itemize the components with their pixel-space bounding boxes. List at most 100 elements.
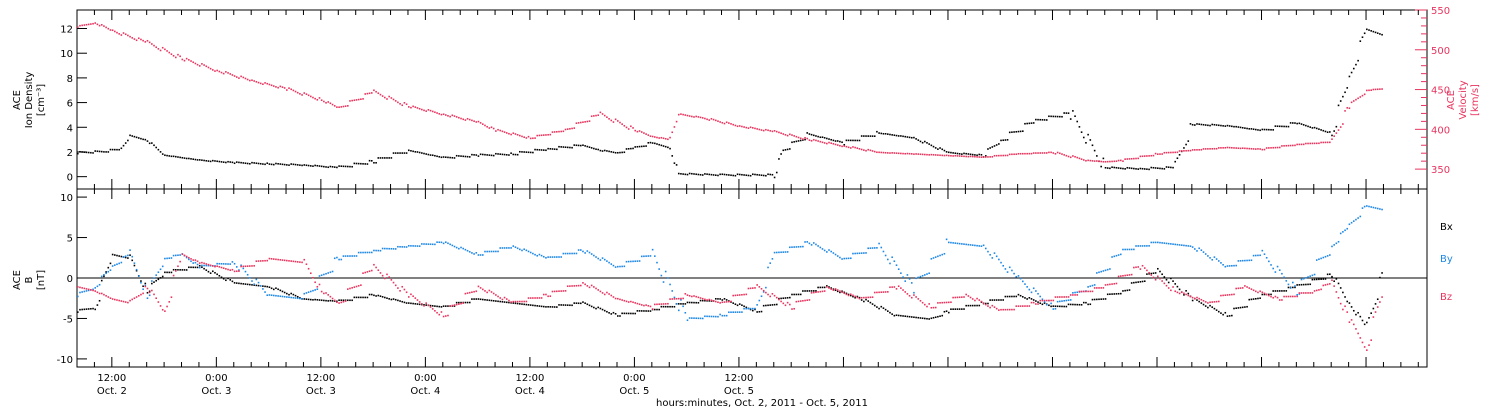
data-point [124,255,127,258]
data-point [956,242,959,245]
data-point [203,267,205,270]
data-point [455,246,458,249]
data-point [436,112,438,114]
data-point [579,302,582,305]
data-point [181,156,184,159]
data-point [1119,275,1122,277]
data-point [96,291,99,294]
data-point [503,131,506,133]
data-point [1254,148,1257,150]
data-point [577,122,580,124]
data-point [246,283,249,286]
data-point [1248,287,1251,289]
data-point [1035,303,1037,305]
data-point [1076,120,1079,123]
data-point [1139,280,1142,283]
data-point [976,154,978,157]
data-point [294,297,297,299]
data-point [114,148,116,151]
data-point [353,296,356,299]
data-point [836,144,839,146]
data-point [1128,248,1131,251]
data-point [556,148,558,151]
data-point [490,291,493,293]
data-point [819,140,822,143]
data-point [1011,308,1013,311]
data-point [1102,157,1105,160]
data-point [266,294,269,297]
data-point [1305,142,1307,145]
data-point [103,293,105,296]
data-point [1069,156,1072,159]
data-point [349,165,351,168]
data-point [638,310,641,312]
data-point [989,147,991,149]
data-point [1078,126,1081,128]
data-point [667,305,669,308]
data-point [1263,293,1266,296]
data-point [100,150,103,153]
data-point [159,305,162,307]
data-point [1265,128,1268,131]
data-point [971,298,974,300]
data-point [318,299,321,301]
data-point [680,297,682,300]
data-point [512,132,515,135]
data-point [828,249,830,251]
ytick-label: 8 [67,74,73,85]
data-point [1037,152,1039,154]
data-point [1045,303,1048,306]
data-point [1028,288,1031,291]
data-point [1187,294,1190,297]
data-point [882,307,885,309]
data-point [1326,131,1329,134]
data-point [1141,280,1144,283]
data-point [399,152,401,154]
data-point [379,295,382,297]
data-point [157,278,160,281]
data-point [1091,160,1094,162]
data-point [947,151,950,154]
data-point [1235,147,1237,149]
data-point [849,293,852,296]
data-point [913,316,915,319]
data-point [1008,266,1011,269]
data-point [575,122,578,125]
data-point [553,256,556,258]
data-point [784,251,787,253]
data-point [597,114,600,117]
data-point [974,244,976,247]
data-point [495,130,497,132]
data-point [1318,258,1320,261]
data-point [490,250,493,253]
data-point [1172,151,1174,154]
data-point [867,300,870,302]
data-point [551,148,554,150]
data-point [425,153,427,155]
data-point [161,46,164,49]
data-point [1211,258,1214,261]
data-point [1355,328,1357,330]
data-point [1322,129,1325,132]
data-point [388,276,390,278]
data-point [1011,131,1013,133]
data-point [283,291,286,294]
data-point [283,87,286,89]
data-point [1109,283,1111,286]
data-point [684,303,687,305]
data-point [1104,269,1107,272]
data-point [1241,259,1244,262]
data-point [392,98,395,101]
data-point [449,305,451,307]
data-point [893,286,896,288]
data-point [556,290,558,293]
data-point [1239,260,1242,262]
data-point [207,263,210,266]
data-point [775,251,778,254]
data-point [403,152,406,154]
data-point [804,299,806,302]
data-point [1139,245,1142,247]
data-point [109,262,112,265]
data-point [867,296,870,299]
data-point [915,153,917,155]
